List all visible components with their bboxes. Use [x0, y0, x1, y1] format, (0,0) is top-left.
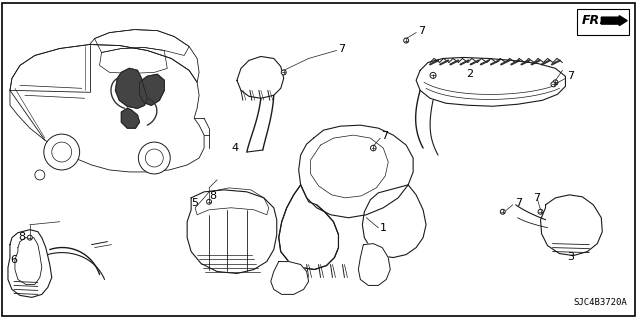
Polygon shape — [115, 68, 147, 108]
Text: 7: 7 — [532, 193, 540, 203]
Text: 8: 8 — [18, 232, 25, 242]
Circle shape — [404, 38, 409, 43]
Bar — [577, 9, 629, 34]
Polygon shape — [140, 74, 164, 105]
Circle shape — [371, 145, 376, 151]
Polygon shape — [115, 68, 147, 108]
Circle shape — [538, 209, 543, 214]
Polygon shape — [187, 190, 276, 273]
FancyArrow shape — [602, 16, 627, 26]
Polygon shape — [279, 185, 339, 270]
Circle shape — [281, 70, 286, 75]
Circle shape — [500, 209, 505, 214]
Polygon shape — [358, 244, 390, 286]
Polygon shape — [299, 125, 413, 218]
Text: 7: 7 — [515, 198, 522, 208]
Text: 7: 7 — [418, 26, 425, 36]
Text: 7: 7 — [568, 71, 575, 81]
Polygon shape — [10, 45, 204, 172]
Polygon shape — [8, 230, 52, 297]
Text: 7: 7 — [381, 131, 388, 141]
Circle shape — [207, 199, 212, 204]
Polygon shape — [140, 74, 164, 105]
Circle shape — [44, 134, 79, 170]
Text: SJC4B3720A: SJC4B3720A — [573, 298, 627, 307]
Text: 8: 8 — [209, 191, 216, 201]
Text: 7: 7 — [339, 43, 346, 54]
Text: 4: 4 — [231, 143, 238, 153]
Circle shape — [430, 72, 436, 78]
Text: 3: 3 — [568, 252, 575, 262]
Text: FR.: FR. — [581, 14, 605, 27]
Polygon shape — [271, 262, 308, 294]
Circle shape — [138, 142, 170, 174]
Polygon shape — [122, 108, 140, 128]
Text: 6: 6 — [10, 255, 17, 264]
Text: 5: 5 — [191, 198, 198, 208]
Polygon shape — [237, 56, 284, 98]
Polygon shape — [541, 195, 602, 256]
Text: 2: 2 — [466, 70, 473, 79]
Polygon shape — [122, 108, 140, 128]
Circle shape — [553, 80, 558, 85]
Polygon shape — [416, 57, 566, 106]
Polygon shape — [362, 185, 426, 257]
Circle shape — [551, 82, 556, 87]
Text: 1: 1 — [380, 223, 387, 233]
Circle shape — [28, 235, 33, 240]
